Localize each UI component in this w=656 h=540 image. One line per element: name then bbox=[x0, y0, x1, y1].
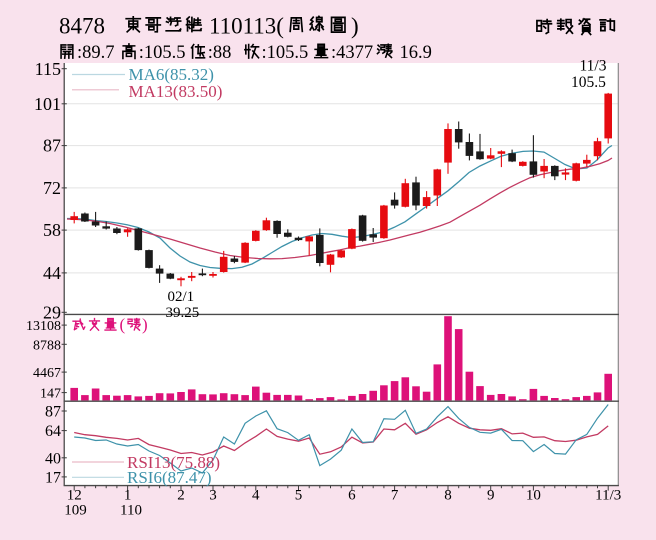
svg-text:2: 2 bbox=[177, 488, 185, 504]
svg-text:87: 87 bbox=[45, 404, 61, 421]
svg-text:64: 64 bbox=[45, 423, 61, 440]
svg-text:7: 7 bbox=[391, 488, 399, 504]
svg-text::4377: :4377 bbox=[331, 43, 373, 63]
svg-text:10: 10 bbox=[526, 488, 541, 504]
svg-text:40: 40 bbox=[45, 450, 61, 467]
svg-text:8: 8 bbox=[444, 488, 452, 504]
svg-text::105.5: :105.5 bbox=[139, 43, 186, 63]
svg-text:3: 3 bbox=[209, 488, 217, 504]
svg-text:4467: 4467 bbox=[33, 366, 61, 381]
svg-text:5: 5 bbox=[295, 488, 303, 504]
svg-text::88: :88 bbox=[208, 43, 232, 63]
svg-text:RSI13(75.88): RSI13(75.88) bbox=[127, 453, 220, 472]
svg-text:02/1: 02/1 bbox=[168, 289, 195, 305]
svg-text:8788: 8788 bbox=[33, 338, 61, 353]
svg-text:39.25: 39.25 bbox=[166, 305, 200, 321]
svg-text::105.5: :105.5 bbox=[262, 43, 309, 63]
svg-text:MA13(83.50): MA13(83.50) bbox=[129, 82, 223, 101]
svg-text:4: 4 bbox=[252, 488, 260, 504]
svg-text:8478: 8478 bbox=[59, 14, 105, 39]
svg-text:105.5: 105.5 bbox=[571, 74, 606, 91]
svg-text:1: 1 bbox=[124, 488, 132, 504]
svg-text:115: 115 bbox=[35, 59, 61, 79]
svg-text:147: 147 bbox=[40, 387, 61, 402]
svg-text:101: 101 bbox=[34, 94, 61, 114]
svg-text:110113(: 110113( bbox=[209, 14, 284, 39]
svg-text:(: ( bbox=[120, 315, 126, 334]
svg-text::89.7: :89.7 bbox=[77, 43, 115, 63]
svg-text:13108: 13108 bbox=[26, 319, 61, 334]
svg-text:110: 110 bbox=[120, 503, 142, 519]
svg-text:9: 9 bbox=[487, 488, 495, 504]
svg-text:11/3: 11/3 bbox=[595, 488, 621, 504]
svg-text:RSI6(87.47): RSI6(87.47) bbox=[127, 468, 212, 487]
svg-text:12: 12 bbox=[67, 488, 82, 504]
svg-text:17: 17 bbox=[45, 469, 61, 486]
svg-text:): ) bbox=[142, 315, 148, 334]
svg-text:6: 6 bbox=[348, 488, 356, 504]
svg-text:87: 87 bbox=[43, 136, 61, 156]
svg-text:MA6(85.32): MA6(85.32) bbox=[129, 65, 214, 84]
svg-text:109: 109 bbox=[64, 503, 87, 519]
svg-text:): ) bbox=[351, 14, 359, 39]
svg-text:72: 72 bbox=[43, 178, 61, 198]
svg-text:44: 44 bbox=[43, 263, 61, 283]
svg-text:11/3: 11/3 bbox=[580, 58, 607, 75]
svg-text:58: 58 bbox=[43, 220, 61, 240]
svg-text:16.9: 16.9 bbox=[400, 43, 432, 63]
svg-text:29: 29 bbox=[43, 302, 61, 322]
